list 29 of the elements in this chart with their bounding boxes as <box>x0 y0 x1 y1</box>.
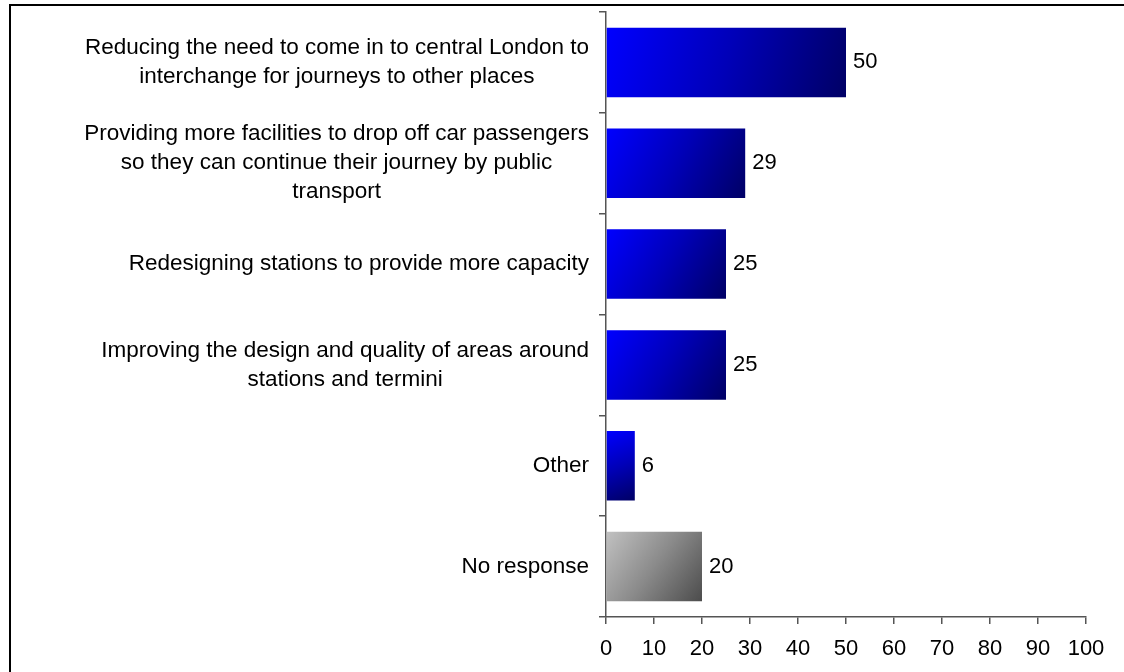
x-tick-label: 60 <box>881 635 907 661</box>
y-tick-label: Improving the design and quality of areas around stations and termini <box>101 336 590 391</box>
data-label: 25 <box>733 350 758 376</box>
x-tick-label: 10 <box>641 635 667 661</box>
x-tick-label: 40 <box>785 635 811 661</box>
data-label: 6 <box>641 451 655 477</box>
x-tick-label: 70 <box>929 635 955 661</box>
y-tick-label: Other <box>532 451 590 477</box>
bar <box>606 330 726 400</box>
bar <box>606 128 746 199</box>
x-tick-label: 20 <box>689 635 715 661</box>
x-tick-label: 50 <box>833 635 859 661</box>
x-tick-label: 30 <box>737 635 763 661</box>
y-tick-label: No response <box>461 552 589 578</box>
y-tick-label: Reducing the need to come in to central London to interchange for journeys to other places <box>84 34 590 89</box>
bar <box>606 27 846 98</box>
x-tick-label: 0 <box>599 635 613 661</box>
data-label: 29 <box>752 149 777 175</box>
y-tick-label: Providing more facilities to drop off car passengers so they can continue their journey by public transport <box>84 120 590 204</box>
data-label: 25 <box>733 250 758 276</box>
x-tick-label: 100 <box>1067 635 1105 661</box>
x-tick-label: 80 <box>977 635 1003 661</box>
bar <box>606 531 702 602</box>
y-tick-label: Redesigning stations to provide more capacity <box>128 250 590 276</box>
bar <box>606 229 726 299</box>
bar <box>606 430 635 501</box>
x-tick-label: 90 <box>1025 635 1051 661</box>
data-label: 50 <box>853 48 878 74</box>
data-label: 20 <box>709 552 734 578</box>
